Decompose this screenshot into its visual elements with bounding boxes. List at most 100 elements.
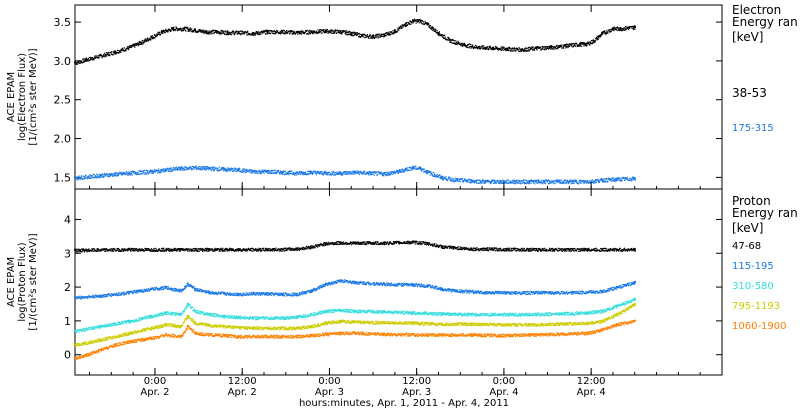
data-point [164, 168, 167, 171]
x-tick-label: 0:00 [144, 376, 166, 387]
data-point [586, 311, 589, 314]
y-tick-label: 2 [64, 281, 71, 294]
y-tick-label: 1 [64, 315, 71, 328]
data-point [372, 35, 375, 38]
series-38-53 [74, 18, 636, 65]
data-point [150, 336, 153, 339]
legend-entry: 795-1193 [732, 301, 780, 312]
data-point [74, 61, 76, 64]
x-tick-label: 0:00 [318, 376, 340, 387]
data-point [528, 180, 531, 183]
x-tick-label: Apr. 4 [489, 387, 518, 398]
data-point [470, 322, 473, 325]
x-tick-label: Apr. 3 [402, 387, 431, 398]
data-point [164, 311, 167, 314]
data-point [412, 166, 415, 169]
data-point [619, 27, 622, 30]
data-point [161, 30, 164, 33]
y-tick-label: 3 [64, 247, 71, 260]
y-tick-label: 3.0 [54, 55, 72, 68]
legend-title: Energy ran [732, 206, 798, 220]
x-tick-label: 0:00 [493, 376, 515, 387]
data-point [324, 29, 327, 32]
legend-title: Energy ran [732, 15, 798, 29]
data-point [528, 333, 531, 336]
data-point [404, 22, 407, 25]
plot-frame [74, 188, 723, 376]
legend-entry: 175-315 [732, 123, 774, 134]
data-point [99, 324, 102, 327]
data-point [295, 292, 298, 295]
x-tick-label: Apr. 4 [577, 387, 606, 398]
data-point [281, 170, 284, 173]
x-tick-label: 12:00 [402, 376, 431, 387]
x-tick-label: Apr. 2 [140, 387, 169, 398]
data-point [74, 357, 76, 360]
x-tick-label: Apr. 3 [315, 387, 344, 398]
y-axis-title: log(Electron Flux) [17, 53, 28, 141]
data-point [571, 291, 574, 294]
x-axis-title: hours:minutes, Apr. 1, 2011 - Apr. 4, 20… [299, 398, 509, 409]
data-point [426, 284, 429, 287]
series-47-68 [74, 240, 636, 253]
data-point [542, 180, 545, 183]
series-1060-1900 [74, 319, 636, 361]
data-point [99, 294, 102, 297]
data-point [419, 167, 422, 170]
legend-entry: 310-580 [732, 281, 774, 292]
legend-title: Proton [732, 194, 771, 208]
data-point [74, 248, 76, 251]
data-point [99, 54, 102, 57]
legend-title: [keV] [732, 30, 763, 44]
series-795-1193 [74, 302, 636, 348]
y-tick-label: 4 [64, 213, 71, 226]
legend-entry: 115-195 [732, 261, 774, 272]
data-point [437, 31, 440, 34]
series-115-195 [74, 279, 636, 300]
plot-frame [74, 4, 723, 190]
proton-panel: 0 1 2 3 4 ACE EPAM log(Proton Flux) [1/(cm²s st… [6, 188, 798, 376]
data-point [393, 29, 396, 32]
data-point [550, 45, 553, 48]
y-tick-label: 0 [64, 349, 71, 362]
x-tick-label: Apr. 2 [228, 387, 257, 398]
y-tick-label: 3.5 [54, 16, 72, 29]
y-tick-label: 2.5 [54, 94, 72, 107]
x-tick-label: 12:00 [577, 376, 606, 387]
data-point [426, 170, 429, 173]
x-tick-label: 12:00 [228, 376, 257, 387]
y-axis-title: [1/(cm²s ster MeV)] [28, 48, 39, 145]
data-point [633, 302, 636, 305]
data-point [74, 343, 76, 346]
series-310-580 [74, 297, 636, 333]
y-axis-title: ACE EPAM [6, 72, 17, 122]
data-point [252, 316, 255, 319]
data-point [186, 314, 189, 317]
y-axis-title: log(Proton Flux) [17, 242, 28, 321]
data-point [128, 331, 131, 334]
data-point [633, 248, 636, 251]
y-tick-label: 2.0 [54, 133, 72, 146]
data-point [226, 31, 229, 34]
data-point [164, 323, 167, 326]
y-axis-title: [1/(cm²s ster MeV)] [28, 233, 39, 330]
data-point [74, 330, 76, 333]
legend-title: [keV] [732, 221, 763, 235]
data-point [295, 315, 298, 318]
legend-title: Electron [732, 3, 781, 17]
data-point [324, 242, 327, 245]
electron-panel: 1.5 2.0 2.5 3.0 3.5 ACE EPAM log(Electron Flux… [6, 3, 798, 190]
data-point [633, 25, 636, 28]
legend-entry: 1060-1900 [732, 321, 787, 332]
legend-entry: 38-53 [732, 86, 767, 100]
data-point [281, 292, 284, 295]
y-axis-title: ACE EPAM [6, 257, 17, 307]
data-point [208, 313, 211, 316]
y-tick-label: 1.5 [54, 171, 72, 184]
series-175-315 [74, 165, 636, 185]
data-point [113, 50, 116, 53]
legend-entry: 47-68 [732, 241, 761, 252]
data-point [506, 47, 509, 50]
